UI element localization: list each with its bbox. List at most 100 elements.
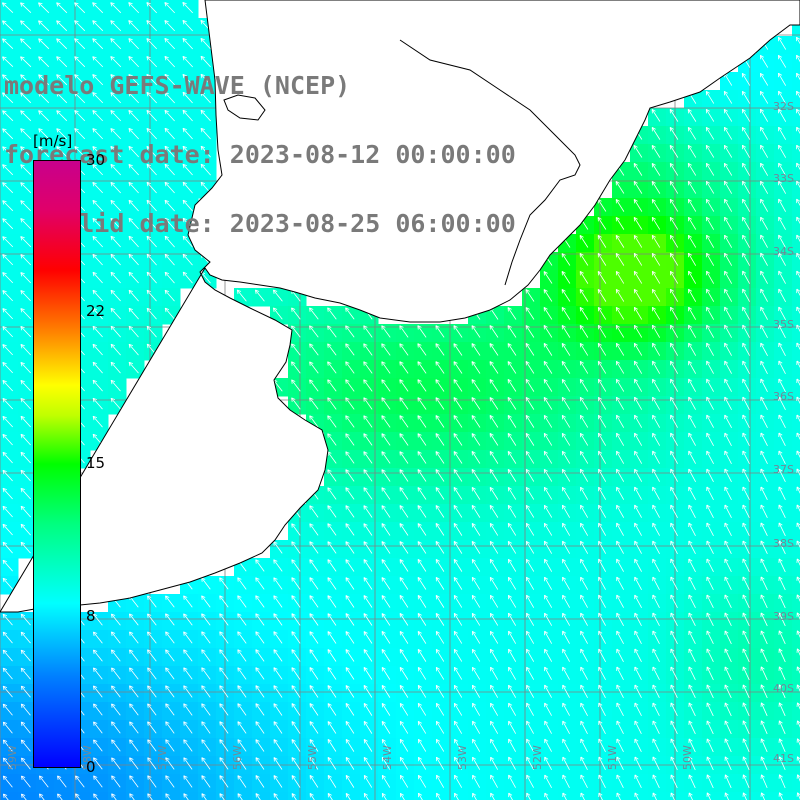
- longitude-label: 50W: [681, 745, 694, 770]
- wind-speed-cell: [792, 252, 800, 271]
- wind-speed-cell: [792, 558, 800, 577]
- colorbar-tick-0: 0: [86, 758, 96, 776]
- wind-speed-cell: [684, 792, 703, 800]
- wind-speed-cell: [792, 108, 800, 127]
- wind-speed-cell: [792, 54, 800, 73]
- wind-speed-cell: [360, 792, 379, 800]
- wind-speed-cell: [792, 720, 800, 739]
- wind-speed-cell: [144, 792, 163, 800]
- wind-speed-cell: [792, 18, 800, 37]
- longitude-label: 56W: [231, 745, 244, 770]
- wind-speed-cell: [648, 792, 667, 800]
- wind-speed-cell: [738, 792, 757, 800]
- wind-speed-cell: [792, 504, 800, 523]
- wind-speed-cell: [594, 792, 613, 800]
- wind-speed-cell: [792, 450, 800, 469]
- wind-speed-cell: [792, 360, 800, 379]
- wind-speed-cell: [792, 234, 800, 253]
- latitude-label: 36S: [773, 390, 794, 403]
- wind-speed-cell: [774, 792, 793, 800]
- wind-speed-cell: [792, 414, 800, 433]
- wind-speed-cell: [414, 792, 433, 800]
- wind-speed-cell: [792, 432, 800, 451]
- latitude-label: 41S: [773, 752, 794, 765]
- wind-speed-cell: [792, 468, 800, 487]
- wind-speed-cell: [630, 792, 649, 800]
- wind-speed-cell: [54, 792, 73, 800]
- wind-speed-cell: [378, 792, 397, 800]
- wind-speed-cell: [792, 324, 800, 343]
- wind-speed-cell: [0, 792, 19, 800]
- colorbar-unit: [m/s]: [33, 132, 73, 150]
- wind-speed-cell: [108, 792, 127, 800]
- wind-speed-cell: [792, 180, 800, 199]
- colorbar: [33, 160, 81, 768]
- wind-speed-cell: [558, 792, 577, 800]
- longitude-label: 52W: [531, 745, 544, 770]
- wind-speed-cell: [792, 576, 800, 595]
- longitude-label: 54W: [381, 745, 394, 770]
- wind-speed-cell: [162, 792, 181, 800]
- wind-speed-cell: [504, 792, 523, 800]
- wind-speed-cell: [792, 270, 800, 289]
- wind-speed-cell: [792, 126, 800, 145]
- wind-speed-cell: [792, 72, 800, 91]
- wind-speed-cell: [792, 198, 800, 217]
- latitude-label: 32S: [773, 100, 794, 113]
- wind-speed-cell: [180, 792, 199, 800]
- wind-speed-cell: [396, 792, 415, 800]
- colorbar-tick-8: 8: [86, 607, 96, 625]
- longitude-label: 59W: [6, 745, 19, 770]
- wind-speed-cell: [306, 792, 325, 800]
- wind-speed-cell: [792, 702, 800, 721]
- wind-speed-cell: [468, 792, 487, 800]
- wind-speed-cell: [324, 792, 343, 800]
- wind-speed-cell: [342, 792, 361, 800]
- colorbar-tick-22: 22: [86, 302, 106, 320]
- wind-speed-cell: [486, 792, 505, 800]
- wind-speed-cell: [540, 792, 559, 800]
- latitude-label: 33S: [773, 172, 794, 185]
- wind-speed-cell: [792, 216, 800, 235]
- wind-speed-cell: [792, 90, 800, 109]
- latitude-label: 38S: [773, 537, 794, 550]
- longitude-label: 51W: [606, 745, 619, 770]
- longitude-label: 53W: [456, 745, 469, 770]
- wind-speed-cell: [792, 162, 800, 181]
- wind-speed-cell: [126, 792, 145, 800]
- model-name: modelo GEFS-WAVE (NCEP): [4, 71, 351, 100]
- wind-speed-cell: [792, 144, 800, 163]
- wind-speed-cell: [792, 36, 800, 55]
- wind-speed-cell: [702, 792, 721, 800]
- wind-speed-cell: [288, 792, 307, 800]
- latitude-label: 34S: [773, 245, 794, 258]
- wind-speed-cell: [792, 342, 800, 361]
- wind-speed-cell: [792, 288, 800, 307]
- latitude-label: 40S: [773, 682, 794, 695]
- wind-speed-cell: [198, 792, 217, 800]
- wind-speed-cell: [18, 792, 37, 800]
- wind-speed-cell: [756, 792, 775, 800]
- wind-speed-cell: [450, 792, 469, 800]
- wind-speed-cell: [792, 648, 800, 667]
- wind-speed-cell: [792, 306, 800, 325]
- wind-speed-cell: [612, 792, 631, 800]
- longitude-label: 55W: [306, 745, 319, 770]
- wind-speed-cell: [792, 630, 800, 649]
- wind-speed-cell: [270, 792, 289, 800]
- wind-speed-cell: [792, 396, 800, 415]
- wind-speed-cell: [252, 792, 271, 800]
- latitude-label: 39S: [773, 610, 794, 623]
- wind-speed-cell: [234, 792, 253, 800]
- latitude-label: 35S: [773, 318, 794, 331]
- longitude-label: 57W: [156, 745, 169, 770]
- colorbar-tick-15: 15: [86, 454, 106, 472]
- colorbar-tick-30: 30: [86, 151, 106, 169]
- wind-speed-cell: [576, 792, 595, 800]
- latitude-label: 37S: [773, 463, 794, 476]
- wind-speed-cell: [792, 486, 800, 505]
- wind-speed-cell: [90, 792, 109, 800]
- wind-speed-cell: [432, 792, 451, 800]
- wind-speed-cell: [720, 792, 739, 800]
